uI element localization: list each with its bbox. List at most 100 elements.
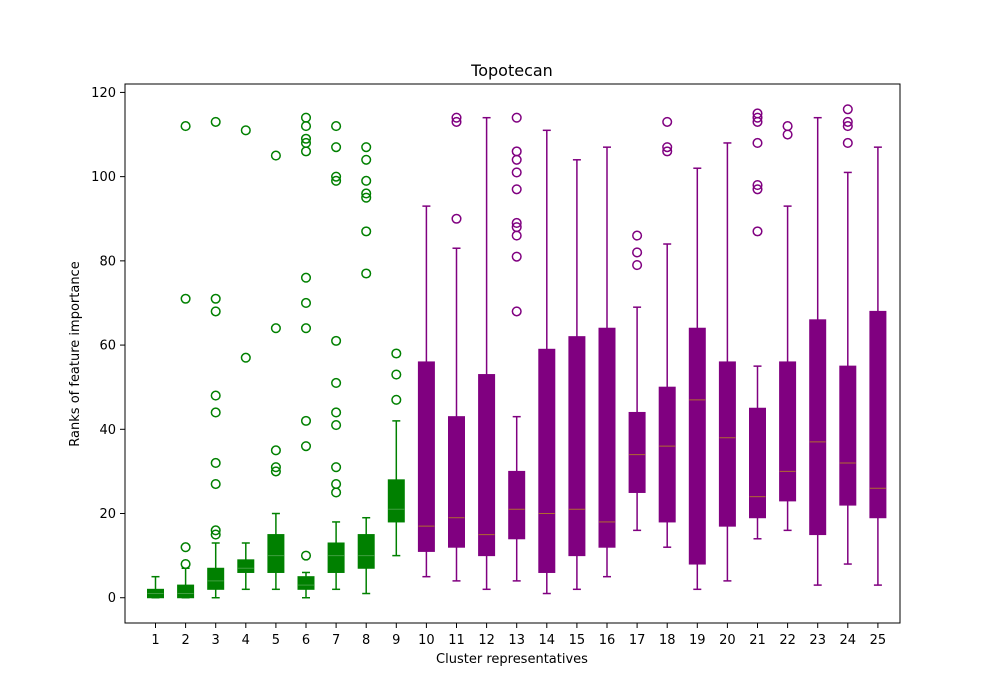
x-tick-label: 19 — [689, 633, 706, 648]
outlier-point — [210, 390, 221, 401]
x-axis-title: Cluster representatives — [436, 652, 588, 667]
x-axis: 1 2 3 4 5 6 7 8 9 10 11 12 13 14 15 16 17 18 19 20 21 22 23 24 2… — [151, 623, 886, 648]
box-iqr — [749, 407, 766, 519]
outlier-point — [331, 377, 342, 389]
outlier-point — [210, 478, 221, 490]
outlier-point — [300, 272, 312, 283]
outlier-point — [511, 167, 522, 178]
outlier-point — [210, 529, 221, 540]
x-tick-label: 21 — [749, 633, 766, 648]
box-6 — [297, 112, 315, 599]
box-iqr — [839, 365, 857, 506]
x-tick-label: 7 — [332, 633, 340, 648]
box-19 — [688, 167, 706, 591]
outlier-point — [662, 146, 673, 157]
x-tick-label: 11 — [448, 633, 465, 648]
box-14 — [538, 129, 556, 595]
outlier-point — [210, 116, 221, 127]
box-7 — [327, 121, 345, 591]
outlier-point — [300, 441, 312, 452]
outlier-point — [511, 222, 522, 233]
box-8 — [357, 142, 375, 595]
box-iqr — [297, 576, 315, 590]
box-iqr — [237, 559, 255, 573]
outlier-point — [752, 180, 763, 191]
box-iqr — [809, 319, 827, 536]
outlier-point — [210, 293, 221, 304]
outlier-point — [331, 420, 342, 431]
outlier-point — [270, 445, 281, 456]
box-iqr — [779, 361, 797, 502]
outlier-point — [361, 154, 372, 165]
outlier-point — [361, 226, 372, 237]
box-5 — [267, 150, 285, 591]
box-iqr — [327, 542, 345, 573]
box-iqr — [207, 567, 225, 590]
x-tick-label: 2 — [181, 633, 189, 648]
box-24 — [839, 104, 857, 565]
x-tick-label: 24 — [840, 633, 857, 648]
box-4 — [237, 125, 255, 591]
outlier-point — [210, 407, 221, 418]
outlier-point — [270, 150, 281, 161]
x-tick-label: 8 — [362, 633, 370, 648]
outlier-point — [842, 104, 853, 115]
outlier-point — [331, 121, 342, 132]
x-tick-label: 14 — [539, 633, 556, 648]
x-tick-label: 5 — [272, 633, 280, 648]
box-17 — [628, 230, 646, 532]
x-tick-label: 20 — [719, 633, 736, 648]
outlier-point — [331, 478, 342, 490]
outlier-point — [511, 251, 522, 262]
outlier-point — [210, 306, 221, 317]
box-iqr — [538, 348, 556, 573]
outlier-point — [511, 306, 522, 317]
box-21 — [749, 108, 766, 540]
outlier-point — [752, 184, 763, 195]
x-tick-label: 10 — [418, 633, 435, 648]
outlier-point — [752, 112, 763, 123]
outlier-point — [331, 462, 342, 473]
box-16 — [598, 146, 616, 578]
x-tick-label: 4 — [242, 633, 250, 648]
outlier-point — [752, 226, 763, 237]
box-25 — [869, 146, 887, 586]
box-iqr — [628, 411, 646, 493]
box-iqr — [508, 470, 526, 540]
box-iqr — [869, 310, 887, 519]
outlier-point — [391, 348, 402, 359]
boxes-layer — [147, 104, 887, 599]
outlier-point — [300, 323, 312, 334]
box-2 — [177, 121, 195, 599]
y-tick-label: 120 — [91, 86, 116, 101]
y-tick-label: 0 — [108, 591, 116, 606]
y-tick-label: 60 — [99, 339, 116, 354]
outlier-point — [331, 171, 342, 182]
outlier-point — [391, 394, 402, 405]
box-22 — [779, 121, 797, 532]
box-iqr — [718, 361, 736, 527]
x-tick-label: 9 — [392, 633, 400, 648]
outlier-point — [180, 293, 191, 304]
x-tick-label: 16 — [599, 633, 616, 648]
box-11 — [448, 112, 465, 582]
outlier-point — [782, 121, 793, 132]
x-tick-label: 6 — [302, 633, 310, 648]
y-tick-label: 40 — [99, 423, 116, 438]
outlier-point — [331, 142, 342, 153]
box-iqr — [658, 386, 676, 523]
outlier-point — [300, 297, 312, 309]
outlier-point — [300, 415, 312, 426]
box-13 — [508, 112, 526, 582]
box-3 — [207, 116, 225, 599]
outlier-point — [300, 137, 312, 149]
x-tick-label: 22 — [779, 633, 796, 648]
outlier-point — [511, 184, 522, 195]
outlier-point — [270, 466, 281, 477]
outlier-point — [511, 146, 522, 157]
outlier-point — [632, 247, 643, 258]
box-iqr — [478, 374, 496, 557]
outlier-point — [632, 230, 643, 241]
box-iqr — [387, 479, 405, 523]
